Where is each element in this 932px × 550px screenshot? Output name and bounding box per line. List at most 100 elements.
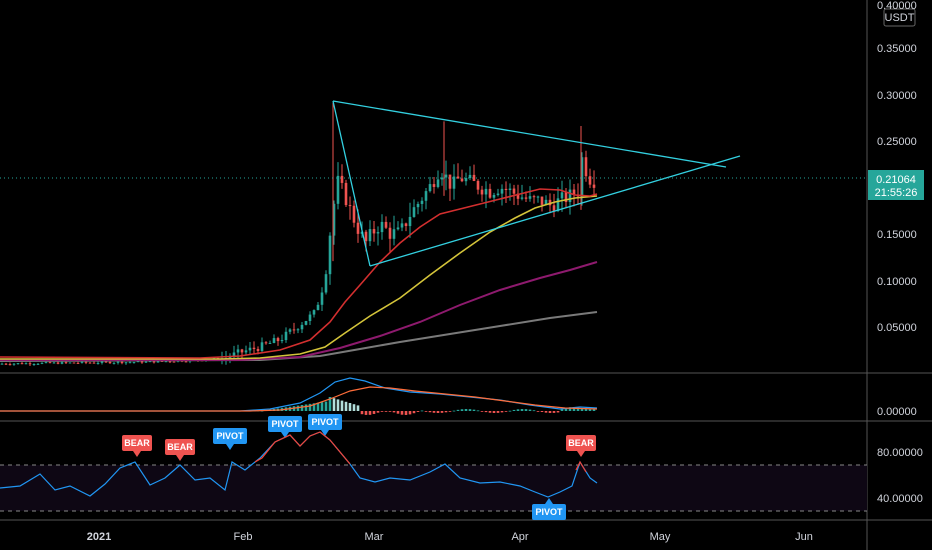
candle [436,170,440,189]
macd-bar [356,405,360,411]
time-axis[interactable]: 2021 Feb Mar Apr May Jun [87,531,813,543]
pivot-signal-label[interactable]: PIVOT [308,414,342,436]
currency-badge[interactable] [883,8,916,27]
pattern-left-edge[interactable] [332,100,371,267]
macd-bar [448,411,452,412]
moving-average-slow [0,261,598,361]
candle [332,200,336,245]
pivot-signal-label[interactable]: PIVOT [532,498,566,520]
candle [252,341,256,355]
candle [324,270,328,295]
candle [384,216,388,230]
macd-bar [468,409,472,411]
macd-bar [520,409,524,411]
macd-bar [592,408,596,411]
candle [376,226,380,246]
candle [284,327,288,343]
candle [296,328,300,334]
candle [120,361,124,365]
macd-bar [564,407,568,411]
rsi-pane[interactable]: BEAR BEAR PIVOT PIVOT PIVOT BEAR PIVOT [0,414,867,520]
candle [484,181,488,209]
macd-bar [424,411,428,412]
candle [424,187,428,210]
candle [328,232,332,285]
macd-bar [388,411,392,412]
bear-signal-label[interactable]: BEAR [165,439,195,461]
candle [132,361,136,364]
triangle-pattern-drawing[interactable] [332,100,741,267]
candle [592,170,596,197]
macd-bar [368,411,372,415]
candle [488,183,492,199]
candle [400,218,404,232]
candle [432,176,436,194]
lower-trendline[interactable] [369,155,741,267]
candle [348,196,352,220]
macd-bar [340,400,344,411]
macd-bar [332,398,336,411]
macd-bar [536,411,540,412]
macd-pane[interactable] [0,377,598,415]
candle [68,362,72,364]
candle [588,168,592,189]
candle [112,362,116,365]
candle [124,362,128,365]
candle [244,345,248,356]
candle [280,334,284,344]
macd-bar [444,411,448,413]
last-price-tag: 0.21064 21:55:26 [868,170,924,200]
upper-trendline[interactable] [332,100,727,168]
candle [312,309,316,318]
macd-bar [464,409,468,411]
candle [504,181,508,203]
macd-tick: 0.00000 [877,406,917,418]
macd-bar [348,403,352,411]
candle [4,362,8,366]
time-tick: Mar [365,531,384,543]
price-axis[interactable]: USDT 0.40000 0.35000 0.30000 0.25000 0.1… [868,0,924,505]
macd-bar [580,408,584,411]
price-tick: 0.40000 [877,0,917,12]
price-tick: 0.10000 [877,276,917,288]
candle [528,186,532,202]
candle [412,199,416,218]
macd-bar [508,410,512,412]
rsi-band-background [0,465,867,511]
candle [336,162,340,210]
bear-signal-label[interactable]: BEAR [122,435,152,457]
pivot-signal-label[interactable]: PIVOT [213,428,247,450]
candle [568,179,572,215]
candle [288,328,292,335]
candle [8,362,12,366]
candle [380,214,384,240]
candle [152,361,156,364]
macd-bar [488,411,492,413]
candle [88,361,92,364]
macd-bar [416,411,420,412]
candle [392,215,396,246]
pivot-signal-label[interactable]: PIVOT [268,416,302,438]
macd-bar [324,401,328,411]
signal-label-text: PIVOT [311,417,339,427]
macd-bar [560,408,564,411]
candle [316,301,320,311]
macd-bar [312,403,316,411]
macd-bar [336,399,340,411]
candle [496,188,500,197]
candle [508,183,512,201]
moving-average-mid [0,195,598,360]
macd-bar [352,404,356,411]
price-pane[interactable] [0,100,867,366]
macd-bar [476,410,480,412]
macd-bar [504,411,508,412]
candle [0,362,4,365]
candle [116,361,120,365]
macd-bar [436,411,440,413]
price-tick: 0.30000 [877,90,917,102]
bear-signal-label[interactable]: BEAR [566,435,596,457]
candle [428,176,432,193]
macd-bar [528,409,532,411]
candle [352,200,356,228]
